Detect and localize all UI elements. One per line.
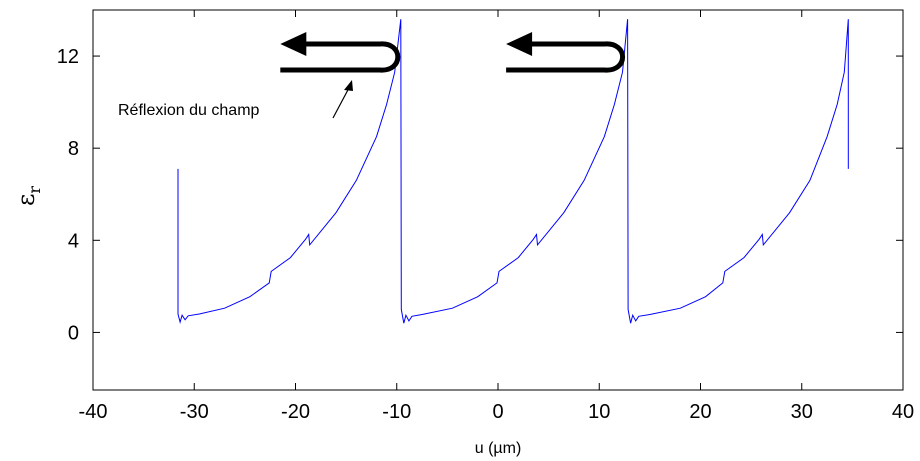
- reflection-arrow-path: [280, 41, 401, 73]
- annotation-pointer: [332, 80, 353, 119]
- y-axis-label-base: ε: [12, 194, 40, 206]
- y-axis-label-sub: r: [25, 186, 44, 194]
- x-tick-label: 0: [492, 401, 503, 423]
- y-tick-label: 12: [57, 46, 79, 68]
- x-tick-label: 30: [791, 401, 813, 423]
- x-tick-label: -20: [281, 401, 310, 423]
- plot-frame: [92, 9, 904, 391]
- x-tick-label: 40: [892, 401, 914, 423]
- series-layer: [177, 19, 849, 324]
- x-tick-label: 20: [689, 401, 711, 423]
- plot-area: -40 -30 -20 -10 0 10 20 30 40 0 4 8 12: [57, 9, 915, 423]
- series-line: [177, 19, 849, 324]
- x-tick-label: -30: [180, 401, 209, 423]
- x-tick-label: -40: [79, 401, 108, 423]
- x-tick-labels: -40 -30 -20 -10 0 10 20 30 40: [79, 401, 915, 423]
- annotation-label: Réflexion du champ: [118, 102, 260, 119]
- reflection-arrows: [280, 32, 625, 73]
- axis-ticks: [92, 10, 904, 390]
- x-tick-label: -10: [382, 401, 411, 423]
- y-tick-label: 8: [68, 138, 79, 160]
- reflection-arrowhead: [280, 32, 307, 56]
- y-tick-label: 0: [68, 322, 79, 344]
- y-tick-labels: 0 4 8 12: [57, 46, 79, 344]
- y-axis-label: εr: [12, 186, 44, 206]
- reflection-arrow-path: [506, 41, 625, 73]
- reflection-arrowhead: [506, 32, 533, 56]
- y-tick-label: 4: [68, 230, 79, 252]
- x-axis-label: u (µm): [475, 440, 522, 457]
- x-tick-label: 10: [588, 401, 610, 423]
